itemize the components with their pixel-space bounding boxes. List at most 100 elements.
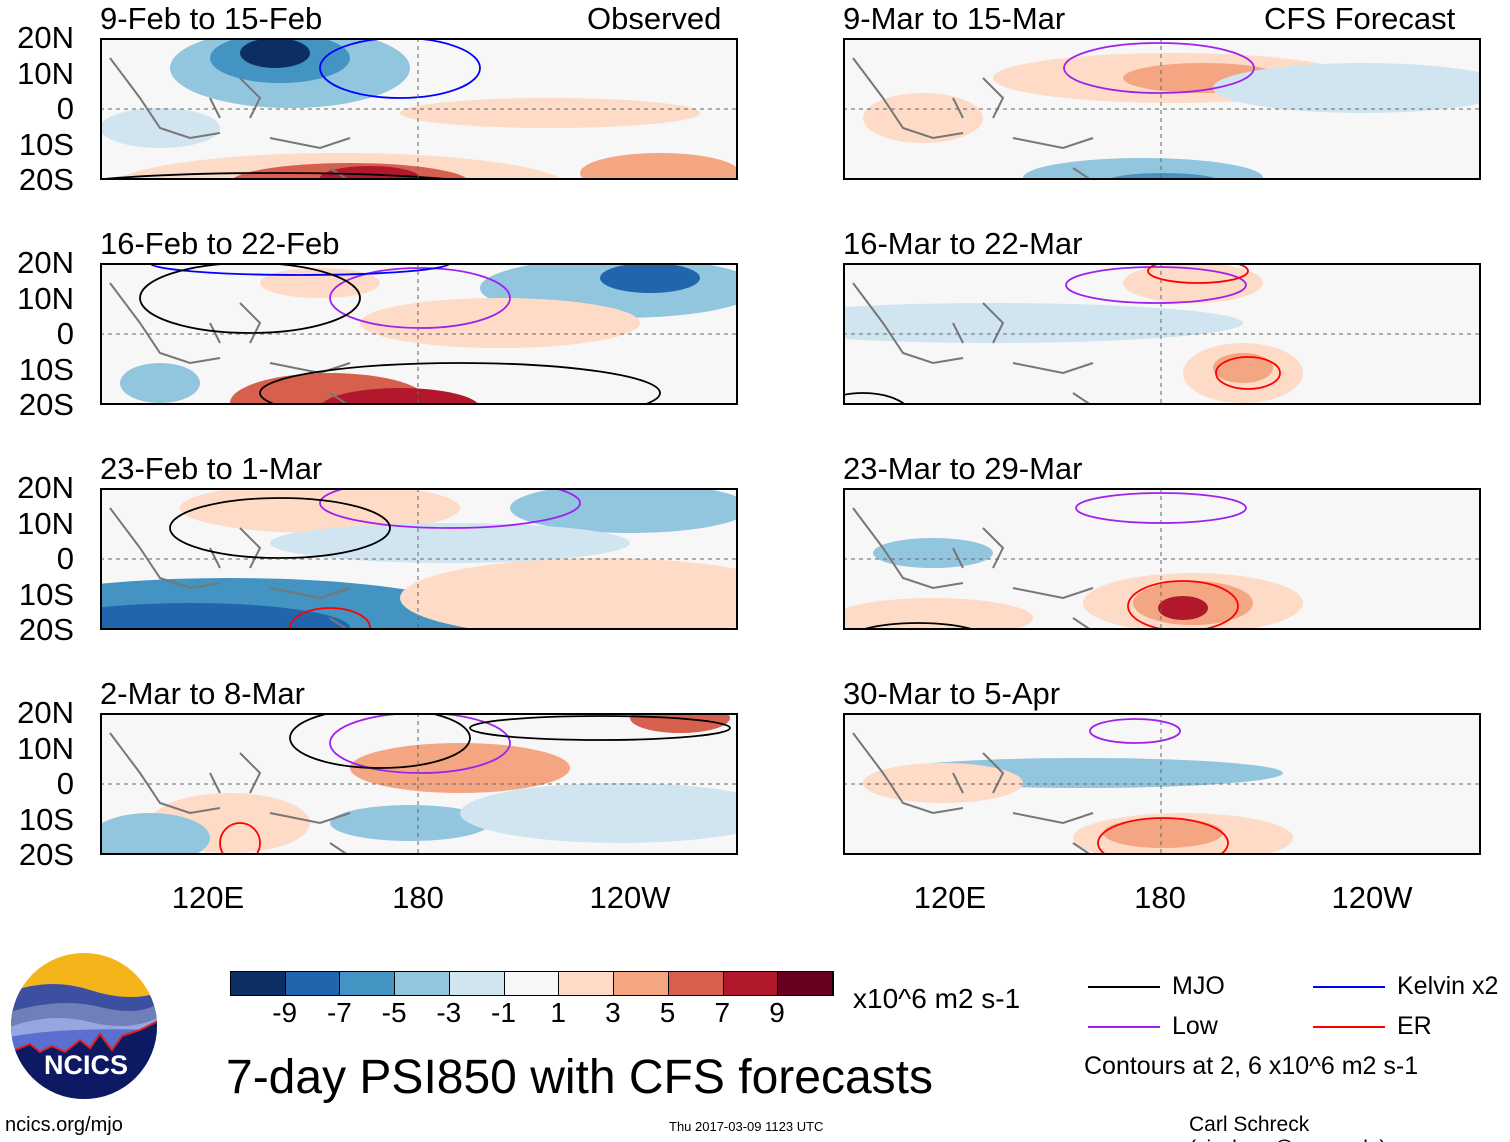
anomaly-shading	[600, 263, 700, 293]
contour	[219, 822, 261, 855]
colorbar-label: -9	[272, 997, 298, 1028]
panel-title: 9-Feb to 15-Feb	[100, 1, 323, 36]
legend-note: Contours at 2, 6 x10^6 m2 s-1	[1084, 1052, 1419, 1080]
anomaly-shading	[1158, 596, 1208, 620]
lat-label: 20S	[18, 837, 74, 872]
anomaly-shading	[400, 98, 700, 128]
panel-title: 9-Mar to 15-Mar	[843, 1, 1066, 36]
colorbar-label: 7	[714, 997, 731, 1028]
map-panel	[843, 38, 1481, 180]
contour	[259, 362, 661, 405]
lat-label: 0	[56, 316, 74, 351]
colorbar-swatch	[668, 972, 724, 995]
coastline	[852, 282, 1094, 405]
lat-label: 10N	[17, 505, 74, 541]
lat-label: 10N	[17, 280, 74, 316]
observed-heading: Observed	[587, 1, 722, 36]
contour	[329, 267, 511, 329]
colorbar-swatch	[285, 972, 341, 995]
anomaly-shading	[100, 603, 350, 630]
panel-title: 23-Mar to 29-Mar	[843, 451, 1083, 486]
coastline	[852, 507, 1094, 630]
lat-label: 20S	[18, 612, 74, 647]
coastline	[109, 282, 351, 405]
contour	[1127, 580, 1239, 630]
anomaly-shading	[330, 805, 490, 841]
contour	[1215, 356, 1281, 390]
anomaly-shading	[350, 743, 570, 793]
lat-label: 10N	[17, 55, 74, 91]
contour	[289, 713, 471, 769]
legend-line	[1088, 1026, 1160, 1028]
coastline	[109, 732, 351, 855]
contour	[843, 392, 908, 405]
colorbar-label: -7	[326, 997, 352, 1028]
anomaly-shading	[1213, 63, 1481, 113]
lon-label: 180	[1134, 880, 1186, 915]
anomaly-shading	[270, 523, 630, 563]
colorbar-label: -1	[491, 997, 516, 1028]
lat-label: 20N	[17, 470, 74, 505]
colorbar-swatch	[231, 972, 286, 995]
coastline	[852, 57, 1094, 180]
colorbar-label: -3	[436, 997, 462, 1028]
map-panel	[843, 713, 1481, 855]
anomaly-shading	[400, 558, 738, 630]
colorbar-swatch	[340, 972, 396, 995]
colorbar	[230, 971, 834, 996]
contour	[858, 622, 978, 630]
anomaly-shading	[260, 268, 380, 298]
lat-label: 0	[56, 541, 74, 576]
contour	[1097, 817, 1229, 855]
contour	[1147, 263, 1249, 284]
panel-title: 16-Feb to 22-Feb	[100, 226, 340, 261]
legend-label: ER	[1397, 1012, 1432, 1040]
map-panel	[100, 488, 738, 630]
lat-label: 10S	[18, 801, 74, 837]
anomaly-shading	[510, 488, 738, 533]
lat-label: 10N	[17, 730, 74, 766]
map-panel	[843, 263, 1481, 405]
map-panel	[100, 38, 738, 180]
panel-title: 16-Mar to 22-Mar	[843, 226, 1083, 261]
colorbar-swatch	[614, 972, 669, 995]
lon-label: 180	[392, 880, 444, 915]
lat-label: 20S	[18, 162, 74, 197]
anomaly-shading	[843, 303, 1243, 343]
panel-title: 23-Feb to 1-Mar	[100, 451, 323, 486]
lon-label: 120W	[1331, 880, 1413, 915]
lat-label: 20S	[18, 387, 74, 422]
coastline	[109, 507, 351, 630]
footer-url[interactable]: ncics.org/mjo	[5, 1114, 123, 1136]
colorbar-swatch	[778, 972, 834, 995]
coastline	[109, 57, 351, 180]
lat-label: 10S	[18, 351, 74, 387]
lat-label: 20N	[17, 695, 74, 730]
colorbar-units: x10^6 m2 s-1	[853, 983, 1021, 1014]
anomaly-shading	[843, 598, 1033, 630]
map-panel	[100, 263, 738, 405]
anomaly-shading	[100, 813, 210, 855]
contour	[329, 713, 511, 774]
anomaly-shading	[320, 388, 480, 405]
lon-label: 120E	[913, 880, 987, 915]
legend-line	[1088, 986, 1160, 988]
legend-line	[1313, 986, 1385, 988]
lat-label: 10S	[18, 576, 74, 612]
anomaly-shading	[580, 153, 738, 180]
contour	[139, 263, 361, 334]
colorbar-swatch	[449, 972, 505, 995]
contour	[469, 715, 731, 741]
contour	[149, 263, 451, 276]
ncics-logo: NCICS	[11, 953, 157, 1099]
anomaly-shading	[630, 713, 730, 733]
panel-title: 30-Mar to 5-Apr	[843, 676, 1061, 711]
panel-title: 2-Mar to 8-Mar	[100, 676, 305, 711]
lat-label: 10S	[18, 126, 74, 162]
legend-label: Low	[1172, 1012, 1218, 1040]
contour	[319, 38, 481, 99]
svg-text:NCICS: NCICS	[44, 1050, 128, 1080]
anomaly-shading	[863, 93, 983, 143]
colorbar-swatch	[723, 972, 779, 995]
